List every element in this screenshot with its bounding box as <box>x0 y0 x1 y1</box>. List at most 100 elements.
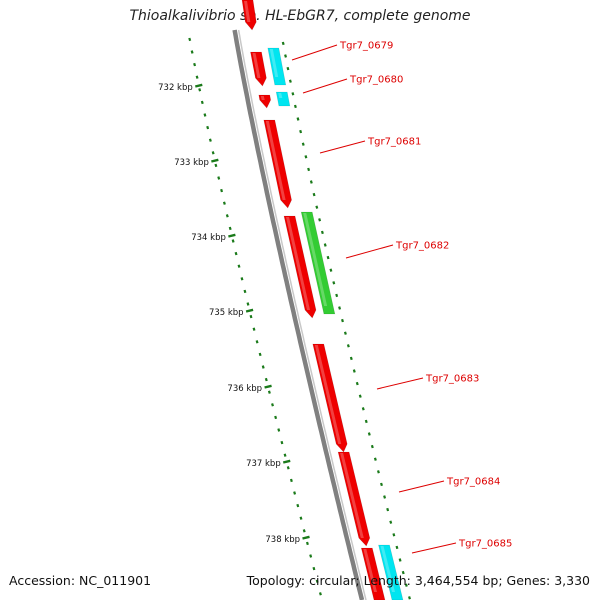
track-outline-dot <box>301 142 305 146</box>
gene-label-leader <box>345 244 394 259</box>
gene-label[interactable]: Tgr7_0681 <box>367 137 421 148</box>
track-outline-dot <box>309 180 313 184</box>
track-outline-dot <box>312 192 316 197</box>
track-outline-dot <box>323 243 327 247</box>
scale-major-tick <box>264 384 272 389</box>
track-outline-dot <box>361 407 365 411</box>
scale-minor-tick <box>208 138 212 142</box>
track-outline-dot <box>398 558 402 562</box>
scale-minor-tick <box>220 188 224 193</box>
track-outline-dot <box>352 369 356 373</box>
scale-minor-tick <box>206 125 210 130</box>
gene-arrow-0681[interactable] <box>263 119 292 209</box>
track-outline-dot <box>392 533 396 537</box>
scale-minor-tick <box>286 466 290 470</box>
track-outline-dot <box>376 470 380 474</box>
track-outline-dot <box>307 167 311 172</box>
gene-arrow-0683[interactable] <box>312 343 348 453</box>
scale-minor-tick <box>267 390 271 394</box>
scale-minor-tick <box>214 163 218 168</box>
gene-arrow-0682-red[interactable] <box>283 215 317 319</box>
track-outline-dot <box>349 356 353 361</box>
scale-minor-tick <box>315 579 319 583</box>
gene-box-0680-cyan[interactable] <box>275 91 291 107</box>
scale-minor-tick <box>200 100 204 105</box>
track-outline-dot <box>370 444 374 449</box>
scale-minor-tick <box>222 201 226 205</box>
scale-track: 732 kbp 733 kbp 734 kbp 735 kbp 736 kbp 737 k… <box>158 37 411 600</box>
scale-tick-label: 733 kbp <box>174 158 209 168</box>
track-outline-dot <box>338 306 342 310</box>
gene-label[interactable]: Tgr7_0679 <box>339 41 393 52</box>
scale-minor-tick <box>234 251 238 256</box>
track-outline-dot <box>288 79 292 83</box>
track-outline-dot <box>408 596 411 600</box>
track-outline-dot <box>386 507 390 512</box>
track-outline-dot <box>329 268 333 272</box>
track-outline-dot <box>343 331 347 335</box>
gene-box-0685-cyan[interactable] <box>378 544 404 600</box>
scale-tick-label: 735 kbp <box>209 308 244 318</box>
gene-arrow-0680[interactable] <box>258 94 272 109</box>
gene-arrow-0684[interactable] <box>337 451 371 547</box>
scale-minor-tick <box>312 566 316 571</box>
scale-minor-tick <box>318 592 322 596</box>
gene-label[interactable]: Tgr7_0684 <box>446 477 500 488</box>
track-outline-dot <box>367 432 371 436</box>
track-outline-dot <box>358 394 362 398</box>
gene-arrow-0685[interactable] <box>360 547 386 600</box>
gene-box-0682-green[interactable] <box>300 211 336 315</box>
scale-tick-label: 736 kbp <box>227 384 262 394</box>
gene-box-0679-cyan[interactable] <box>267 47 287 86</box>
track-outline-dot <box>373 457 377 461</box>
scale-minor-tick <box>305 541 309 546</box>
track-outline-dot <box>341 318 344 323</box>
track-outline-dot <box>326 255 330 260</box>
gene-arrow-0679[interactable] <box>250 51 267 87</box>
track-outline-dot <box>299 129 303 134</box>
gene-label-leader <box>411 542 457 554</box>
scale-tick-label: 734 kbp <box>191 233 226 243</box>
scale-minor-tick <box>271 403 274 407</box>
scale-minor-tick <box>277 428 281 432</box>
track-outline-dot <box>332 281 336 285</box>
track-outline-dot <box>383 495 387 499</box>
scale-minor-tick <box>252 327 256 331</box>
scale-major-tick <box>302 535 310 540</box>
track-outline-dot <box>401 570 405 575</box>
track-outline-dot <box>355 381 359 386</box>
track-outline-dot <box>293 104 297 109</box>
gene-features[interactable] <box>241 0 404 600</box>
track-outline-dot <box>395 545 399 550</box>
scale-minor-tick <box>264 377 268 382</box>
gene-label[interactable]: Tgr7_0682 <box>395 241 449 252</box>
gene-label[interactable]: Tgr7_0680 <box>349 75 403 86</box>
gene-label[interactable]: Tgr7_0683 <box>425 374 479 385</box>
scale-minor-tick <box>203 113 207 117</box>
track-outline-dot <box>304 155 308 159</box>
scale-minor-tick <box>188 37 192 42</box>
scale-minor-tick <box>309 554 313 558</box>
scale-minor-tick <box>237 264 241 268</box>
scale-minor-tick <box>283 453 287 457</box>
scale-minor-tick <box>240 277 244 281</box>
scale-minor-tick <box>261 365 265 369</box>
track-outline-dot <box>291 92 295 96</box>
scale-minor-tick <box>299 516 303 520</box>
scale-minor-tick <box>217 176 221 180</box>
scale-minor-tick <box>293 491 297 495</box>
gene-label[interactable]: Tgr7_0685 <box>458 539 512 550</box>
scale-minor-tick <box>255 340 259 344</box>
scale-minor-tick <box>258 352 262 357</box>
track-outline-dot <box>281 41 285 46</box>
track-outline-dot <box>284 54 288 58</box>
genome-backbone <box>232 29 367 600</box>
scale-minor-tick <box>211 151 215 155</box>
scale-minor-tick <box>193 62 197 67</box>
scale-tick-label: 732 kbp <box>158 83 193 93</box>
scale-minor-tick <box>195 75 199 79</box>
scale-minor-tick <box>249 314 253 319</box>
track-outline-dot <box>318 218 322 222</box>
gene-arrow-top[interactable] <box>241 0 257 31</box>
